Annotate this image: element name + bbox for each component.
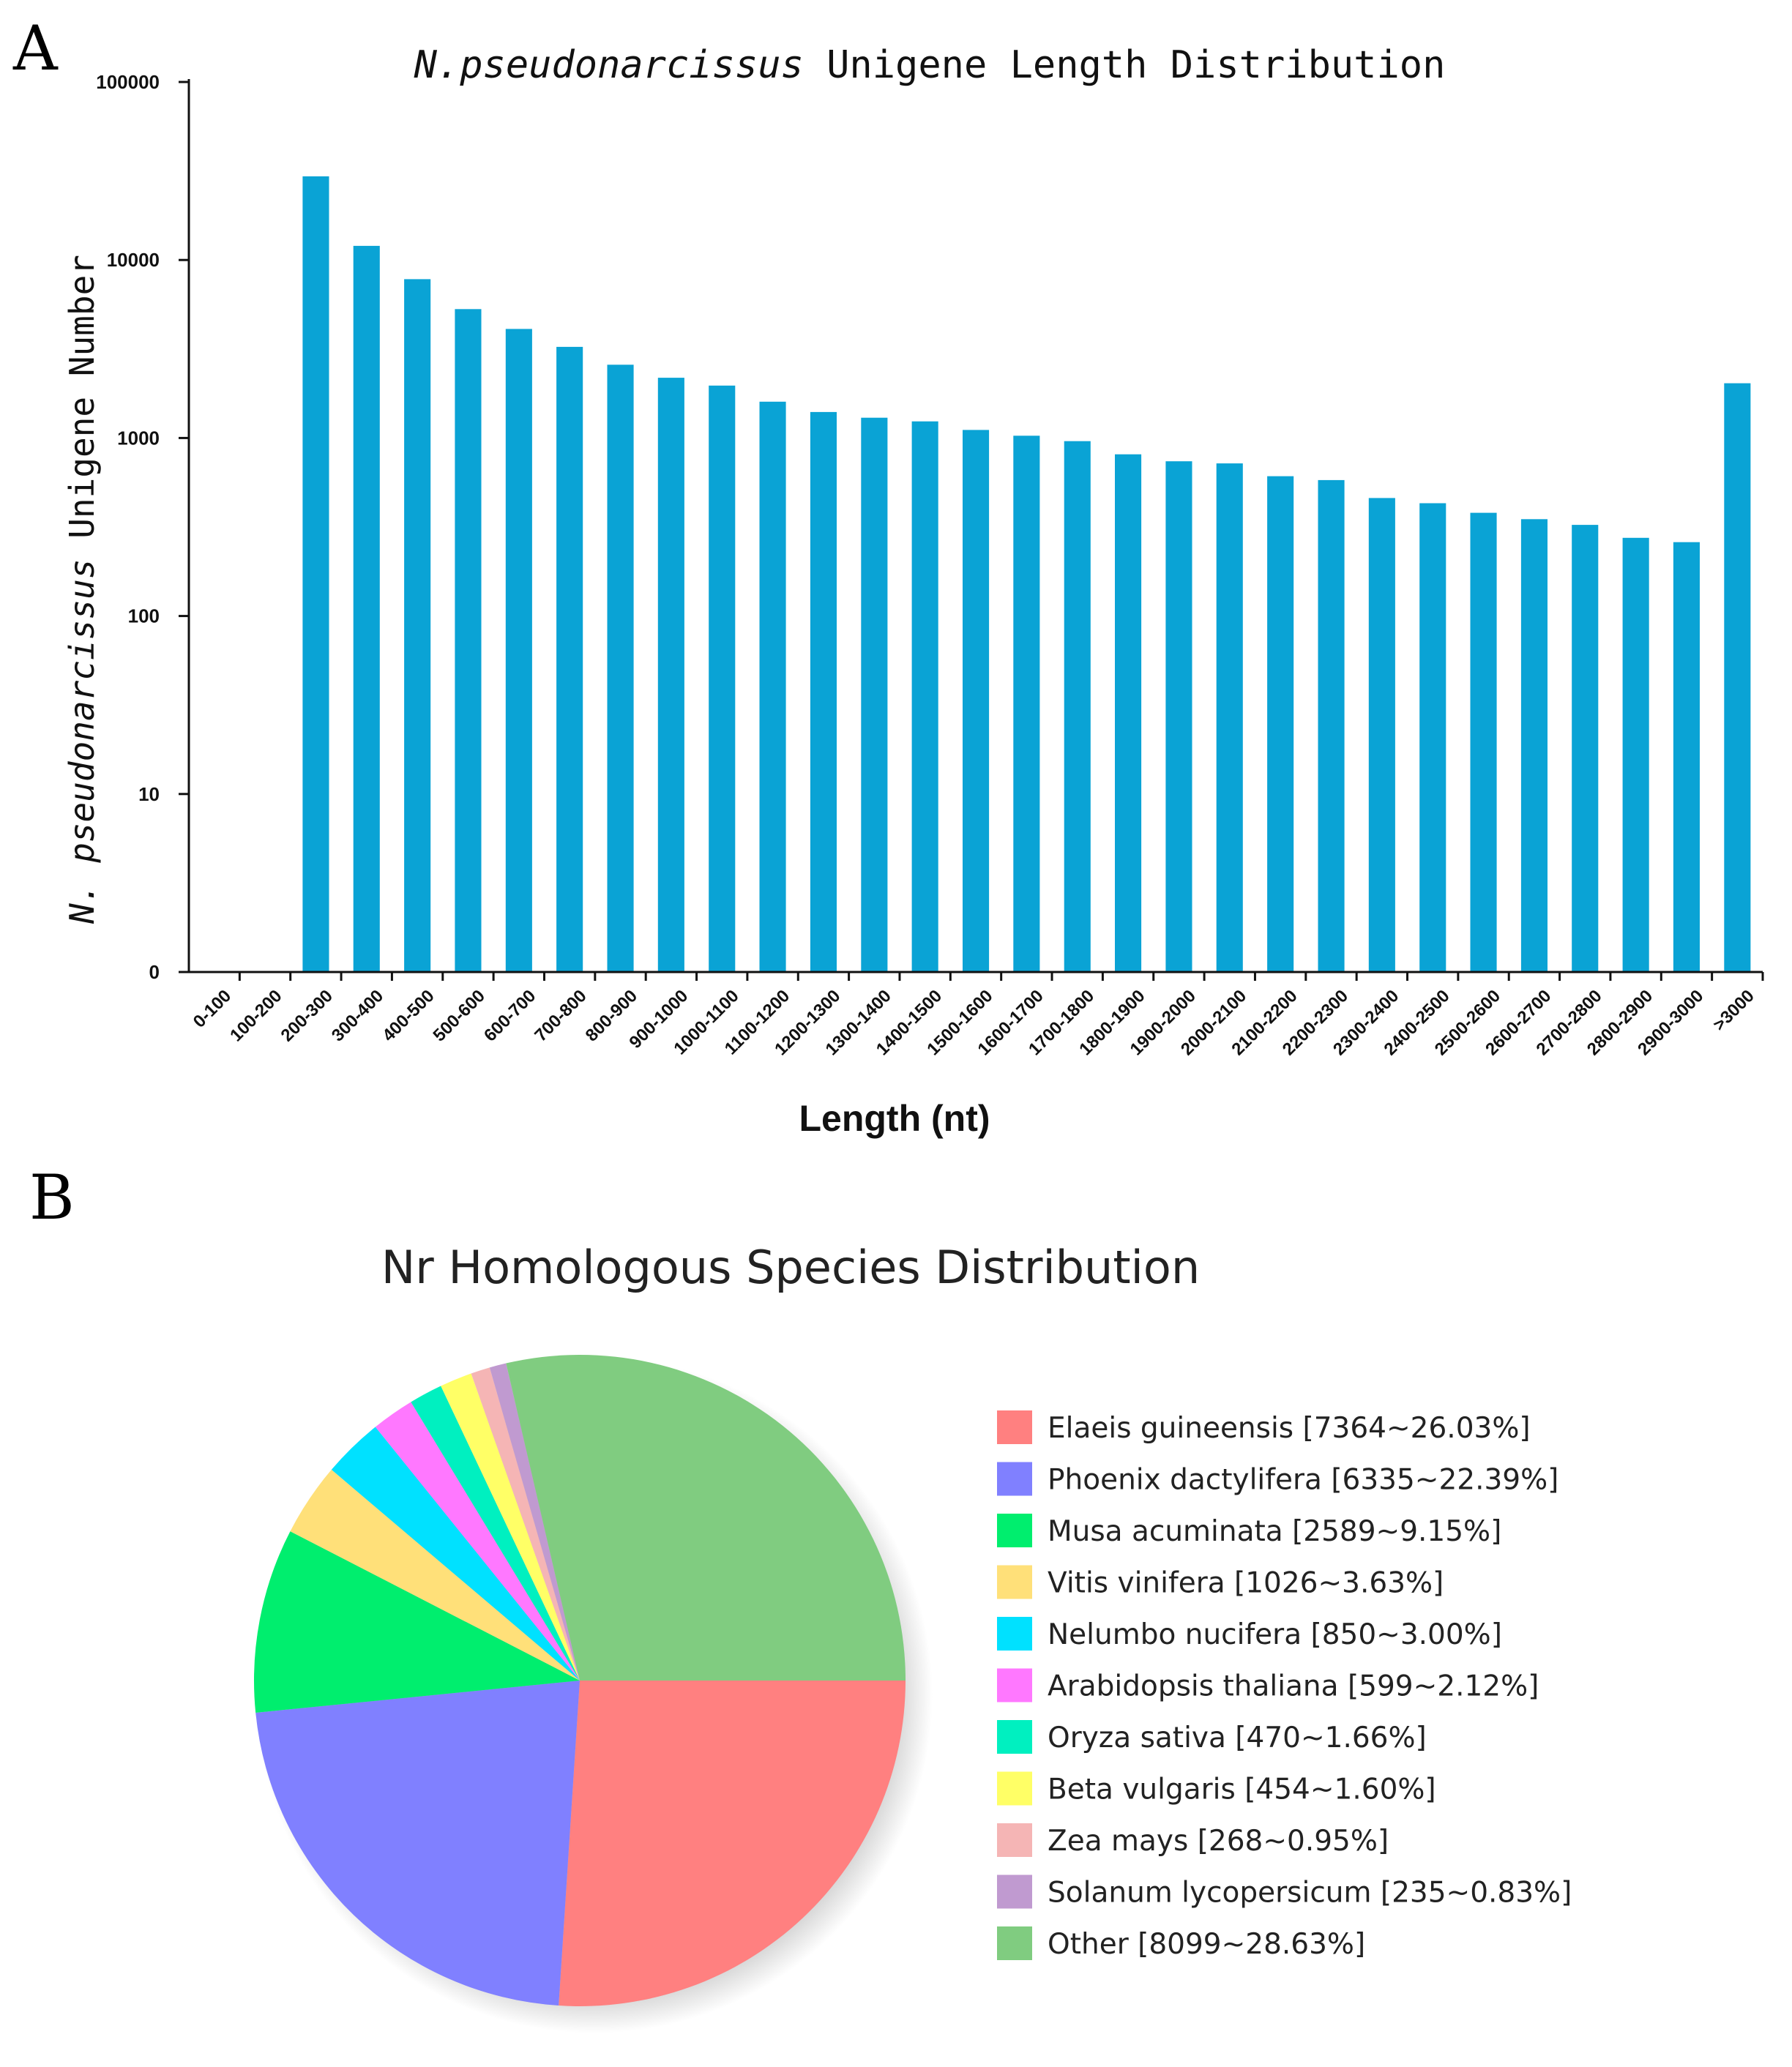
legend-swatch (997, 1874, 1032, 1909)
pie-slice-6 (375, 1402, 580, 1681)
pie-slice-3 (254, 1531, 580, 1713)
pie-slice-1 (559, 1681, 906, 2006)
bar-200-300 (302, 176, 329, 972)
legend-label: Musa acuminata [2589~9.15%] (1048, 1515, 1501, 1548)
bar-chart-x-axis-label: Length (nt) (799, 1098, 990, 1139)
y-tick-label: 0 (149, 961, 160, 983)
y-tick-label: 10000 (107, 249, 160, 271)
y-tick-label: 100000 (96, 71, 160, 93)
x-tick-label: 700-800 (531, 986, 590, 1045)
pie-slice-2 (255, 1681, 580, 2006)
pie-slice-10 (489, 1363, 580, 1681)
bar-chart-x-axis: 0-100100-200200-300300-400400-500500-600… (189, 971, 1764, 1059)
bar-chart-title-species: N.pseudonarcissus (414, 43, 804, 87)
bar-2800-2900 (1622, 537, 1649, 972)
bar-2200-2300 (1318, 479, 1345, 972)
bar-2500-2600 (1470, 512, 1497, 972)
legend-label: Elaeis guineensis [7364~26.03%] (1048, 1412, 1531, 1445)
panel-b-letter: B (29, 1162, 75, 1233)
bar-800-900 (607, 365, 634, 972)
y-tick-label: 1000 (117, 427, 160, 449)
bar-2700-2800 (1572, 525, 1599, 972)
pie-legend: Elaeis guineensis [7364~26.03%] Phoenix d… (997, 1410, 1572, 1961)
legend-label: Oryza sativa [470~1.66%] (1048, 1722, 1427, 1754)
legend-swatch (997, 1668, 1032, 1702)
x-tick-label: 600-700 (480, 986, 540, 1045)
legend-label: Vitis vinifera [1026~3.63%] (1048, 1567, 1444, 1600)
bar-400-500 (404, 279, 431, 972)
bar-chart-bars (302, 176, 1751, 972)
x-tick-label: 0-100 (190, 986, 236, 1032)
x-tick-label: 300-400 (328, 986, 387, 1045)
bar-2600-2700 (1520, 519, 1548, 972)
x-tick-label: >3000 (1709, 986, 1758, 1035)
legend-label: Other [8099~28.63%] (1048, 1928, 1365, 1961)
legend-swatch (997, 1926, 1032, 1960)
legend-swatch (997, 1565, 1032, 1599)
bar-900-1000 (657, 378, 684, 972)
x-tick-label: 400-500 (378, 986, 438, 1045)
bar-600-700 (505, 329, 532, 972)
legend-swatch (997, 1771, 1032, 1806)
bar-1000-1100 (709, 385, 736, 972)
legend-label: Zea mays [268~0.95%] (1048, 1825, 1389, 1858)
bar-1900-2000 (1165, 461, 1192, 972)
bar-700-800 (556, 346, 583, 972)
bar-2100-2200 (1267, 476, 1294, 972)
pie-slice-8 (441, 1373, 580, 1681)
bar-chart-title-text: Unigene Length Distribution (826, 43, 1445, 87)
bar-1800-1900 (1115, 454, 1142, 972)
x-tick-label: 200-300 (277, 986, 337, 1045)
bar-2000-2100 (1216, 463, 1243, 972)
bar-1600-1700 (1013, 436, 1040, 972)
bar-2400-2500 (1419, 503, 1446, 972)
x-tick-label: 500-600 (430, 986, 489, 1045)
pie-slice-4 (290, 1469, 580, 1681)
legend-label: Beta vulgaris [454~1.60%] (1048, 1773, 1436, 1806)
bar->3000 (1724, 383, 1751, 972)
legend-label: Solanum lycopersicum [235~0.83%] (1048, 1877, 1572, 1910)
bar-chart-y-axis-label: N. pseudonarcissus Unigene Number (62, 255, 102, 924)
bar-500-600 (455, 309, 482, 972)
bar-1100-1200 (759, 401, 786, 972)
bar-chart-y-label-text: Unigene Number (62, 255, 102, 539)
pie-slice-5 (331, 1427, 580, 1681)
pie-slice-9 (471, 1367, 580, 1681)
bar-2900-3000 (1673, 542, 1700, 972)
legend-swatch (997, 1462, 1032, 1496)
legend-swatch (997, 1720, 1032, 1754)
panel-b-pie-chart: B Nr Homologous Species Distribution Ela… (29, 1162, 1572, 2033)
bar-1500-1600 (963, 430, 990, 972)
bar-1300-1400 (861, 417, 888, 972)
pie-slice-11 (506, 1354, 906, 1681)
panel-a-bar-chart: A N.pseudonarcissus Unigene Length Distr… (12, 12, 1764, 1139)
x-tick-label: 100-200 (226, 986, 285, 1045)
bar-1400-1500 (911, 421, 938, 972)
bar-2300-2400 (1368, 498, 1395, 972)
bar-1700-1800 (1064, 441, 1091, 972)
legend-label: Phoenix dactylifera [6335~22.39%] (1048, 1464, 1558, 1497)
bar-chart-y-label-species: N. pseudonarcissus (62, 558, 102, 924)
legend-swatch (997, 1514, 1032, 1547)
legend-swatch (997, 1617, 1032, 1651)
pie-slice-7 (411, 1386, 580, 1681)
legend-label: Nelumbo nucifera [850~3.00%] (1048, 1618, 1502, 1651)
pie-chart-title: Nr Homologous Species Distribution (381, 1241, 1200, 1294)
y-tick-label: 10 (138, 783, 160, 805)
panel-a-letter: A (12, 12, 59, 84)
pie-slices (254, 1354, 906, 2006)
y-tick-label: 100 (128, 605, 160, 627)
legend-swatch (997, 1823, 1032, 1857)
bar-chart-y-axis: 0 10 100 1000 10000 100000 (96, 71, 190, 983)
bar-chart-title: N.pseudonarcissus Unigene Length Distrib… (414, 43, 1446, 87)
legend-swatch (997, 1410, 1032, 1444)
bar-300-400 (353, 245, 380, 972)
bar-1200-1300 (810, 411, 837, 972)
legend-label: Arabidopsis thaliana [599~2.12%] (1048, 1670, 1539, 1703)
